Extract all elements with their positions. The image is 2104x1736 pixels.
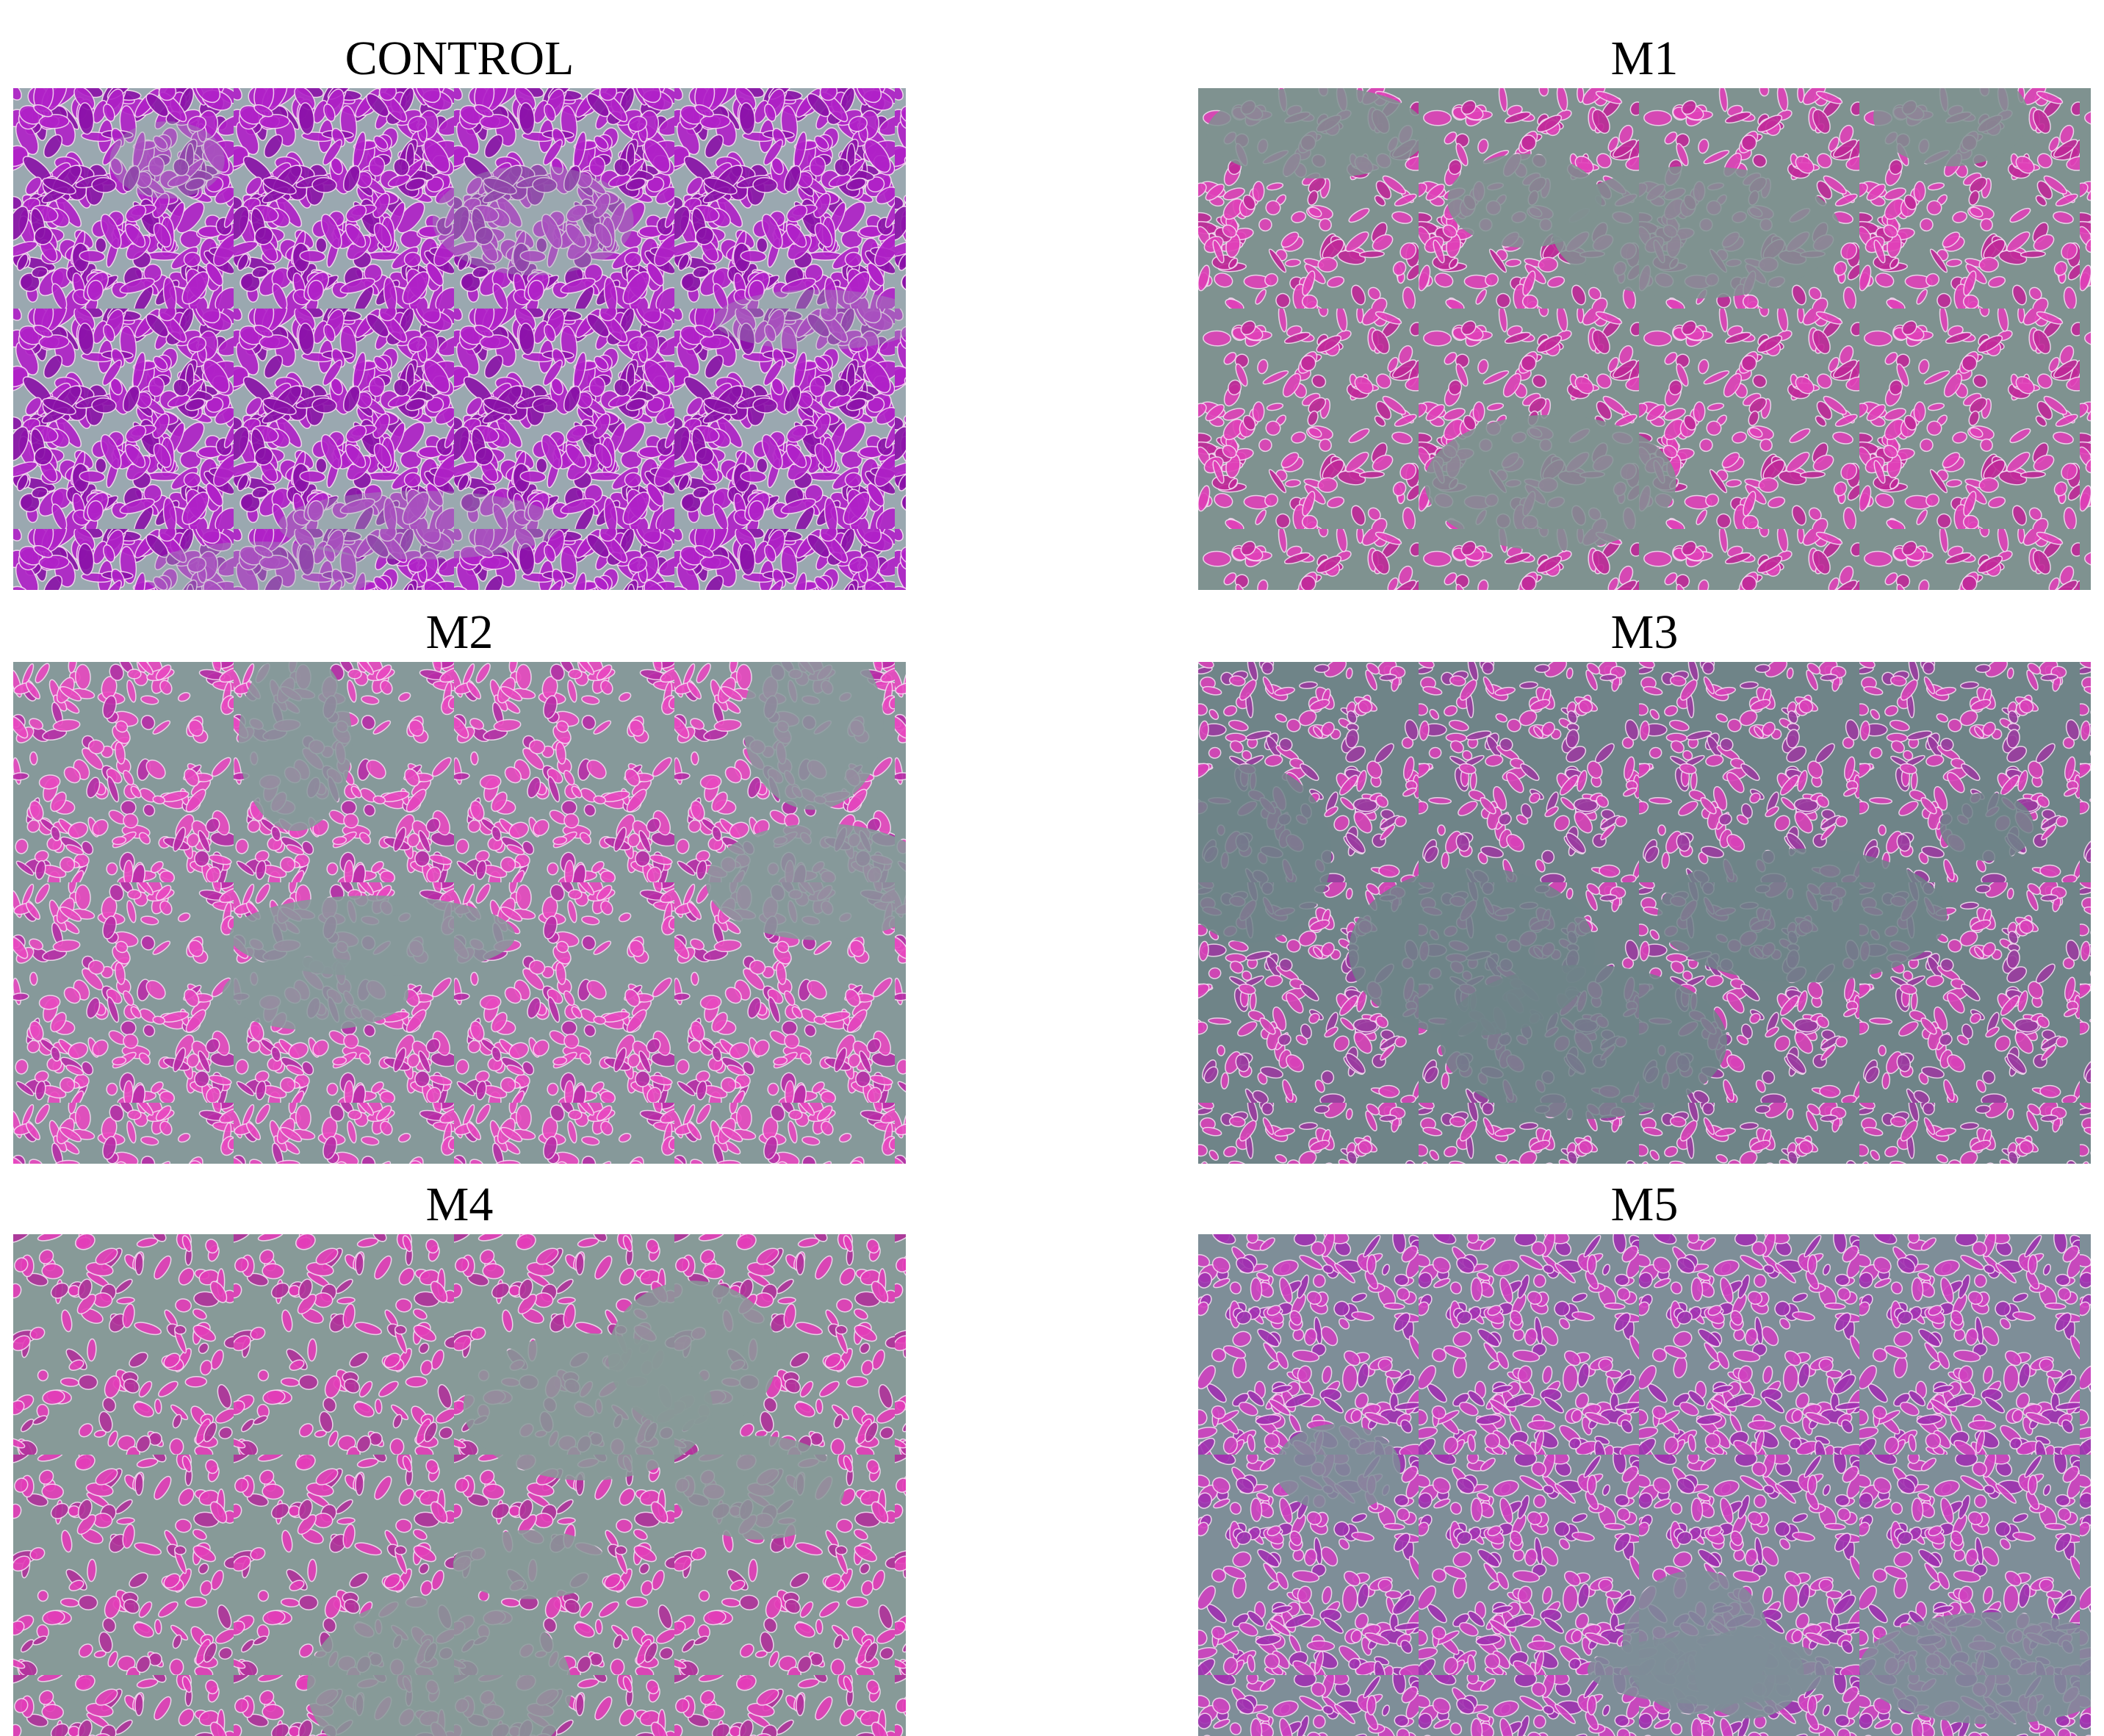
panel-label: M3 xyxy=(1610,605,1679,659)
empty-region xyxy=(143,541,375,590)
micrograph xyxy=(13,88,906,590)
empty-region xyxy=(432,165,634,275)
empty-region xyxy=(1657,849,1948,983)
micrograph xyxy=(13,662,906,1164)
empty-region xyxy=(1206,88,1427,179)
empty-region xyxy=(713,289,906,350)
panel-label: CONTROL xyxy=(345,32,574,85)
empty-region xyxy=(1552,165,1841,299)
empty-region xyxy=(1424,414,1676,551)
empty-region xyxy=(1694,1627,1804,1719)
cell-field xyxy=(13,88,906,590)
micrograph-panel: M1 xyxy=(1198,29,2091,590)
empty-region xyxy=(1873,88,2029,167)
empty-region xyxy=(238,662,353,832)
empty-region xyxy=(673,1436,845,1540)
empty-region xyxy=(743,662,884,810)
panel-label: M2 xyxy=(425,605,494,659)
micrograph-panel: M2 xyxy=(13,603,906,1164)
micrograph-panel: M5 xyxy=(1198,1175,2091,1736)
empty-region xyxy=(229,895,516,976)
empty-region xyxy=(1198,764,1332,943)
micrograph xyxy=(1198,662,2091,1164)
empty-region xyxy=(1447,154,1602,248)
micrograph-panel: M3 xyxy=(1198,603,2091,1164)
empty-region xyxy=(307,1595,572,1736)
panel-label: M5 xyxy=(1610,1178,1679,1231)
micrograph-panel: M4 xyxy=(13,1175,906,1736)
panel-label: M4 xyxy=(425,1178,494,1231)
empty-region xyxy=(278,490,561,560)
empty-region xyxy=(1859,1612,2091,1724)
micrograph xyxy=(1198,1234,2091,1736)
empty-region xyxy=(706,823,906,940)
empty-region xyxy=(1275,1424,1401,1512)
micrograph xyxy=(1198,88,2091,590)
panel-label: M1 xyxy=(1610,32,1679,85)
empty-region xyxy=(1939,792,2034,862)
empty-region xyxy=(453,1530,608,1599)
micrograph xyxy=(13,1234,906,1736)
empty-region xyxy=(109,121,225,199)
micrograph-panel: CONTROL xyxy=(13,29,906,590)
empty-region xyxy=(1440,965,1727,1120)
empty-region xyxy=(463,1333,713,1481)
